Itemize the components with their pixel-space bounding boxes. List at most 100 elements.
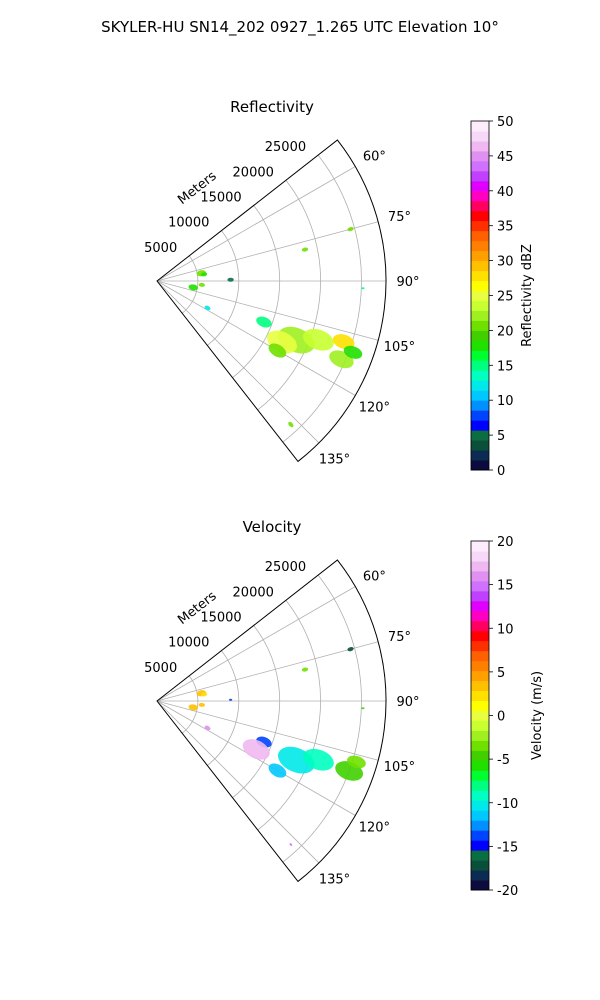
range-ring-15000 [232,625,281,798]
colorbar-segment [471,610,489,622]
azimuth-tick-label: 120° [359,401,390,416]
colorbar-segment [471,580,489,592]
radar-echo [302,748,334,771]
range-ring-20000 [257,180,321,411]
colorbar-segment [471,370,489,381]
colorbar-tick-label: 10 [497,394,514,409]
colorbar-tick-label: 25 [497,290,514,305]
colorbar-segment [471,320,489,331]
colorbar-segment [471,680,489,692]
colorbar-tick-label: -10 [497,797,518,812]
colorbar-segment [471,400,489,411]
azimuth-tick-label: 105° [384,760,415,775]
radar-echo [361,287,365,290]
colorbar-segment [471,430,489,441]
colorbar-segment [471,720,489,731]
radar-echo [188,284,199,291]
range-ring-5000 [181,675,199,734]
range-ring-20000 [257,600,321,831]
colorbar-segment [471,150,489,162]
colorbar-segment [471,740,489,751]
colorbar-segment [471,290,489,301]
colorbar-segment [471,450,489,461]
radar-echo [343,345,363,359]
colorbar-segment [471,750,489,761]
radar-echo [198,282,206,287]
azimuth-tick-label: 135° [319,452,350,467]
colorbar-segment [471,180,489,192]
colorbar-segment [471,880,489,891]
colorbar-segment [471,210,489,222]
colorbar-tick-label: 40 [497,185,514,200]
colorbar-segment [471,790,489,801]
range-tick-label: 20000 [233,585,274,600]
colorbar-segment [471,870,489,881]
colorbar-segment [471,170,489,182]
colorbar-segment [471,360,489,371]
azimuth-tick-label: 75° [388,210,411,225]
colorbar-tick-label: 10 [497,622,514,637]
colorbar-segment [471,420,489,431]
colorbar-segment [471,280,489,292]
colorbar-segment [471,570,489,582]
colorbar-tick-label: 20 [497,535,514,550]
range-ring-15000 [232,205,281,378]
colorbar-segment [471,460,489,471]
range-tick-label: 25000 [265,560,306,575]
colorbar-segment [471,220,489,232]
colorbar-tick-label: 5 [497,429,505,444]
colorbar-segment [471,380,489,391]
velocity-colorbar-label: Velocity (m/s) [530,671,545,760]
azimuth-tick-label: 90° [396,275,419,290]
azimuth-tick-label: 90° [396,695,419,710]
colorbar-tick-label: 30 [497,255,514,270]
azimuth-gridline-120 [156,280,356,396]
colorbar-tick-label: -20 [497,884,518,899]
range-tick-label: 10000 [168,216,209,231]
colorbar-tick-label: 45 [497,150,514,165]
radar-echo [268,763,287,778]
colorbar-segment [471,300,489,311]
range-ring-10000 [207,650,240,766]
colorbar-tick-label: 50 [497,115,514,130]
colorbar-tick-label: 15 [497,579,514,594]
range-ring-10000 [207,230,240,346]
colorbar-tick-label: 0 [497,710,505,725]
azimuth-gridline-135 [156,280,320,444]
reflectivity-sector: 5000 10000 15000 20000 25000 60° 75° 90° 105° 120… [144,139,420,467]
azimuth-tick-label: 135° [319,872,350,887]
reflectivity-panel: Reflectivity 5000 10000 15000 20000 25000 60°… [144,98,535,479]
range-ring-5000 [181,255,199,314]
radar-echo [242,739,270,760]
radar-echo [204,305,211,311]
colorbar-tick-label: 0 [497,464,505,479]
colorbar-segment [471,760,489,771]
colorbar-segment [471,390,489,401]
radar-echo [227,277,234,282]
azimuth-gridline-75 [156,221,379,282]
velocity-colorbar: -20 -15 -10 -5 0 5 10 15 20 [470,535,518,899]
colorbar-segment [471,260,489,272]
colorbar-segment [471,550,489,562]
radar-echo [301,667,309,672]
radar-echo [347,647,354,652]
azimuth-gridline-60 [156,586,356,702]
radar-echo [200,692,208,697]
radar-echo [268,343,287,358]
colorbar-segment [471,820,489,831]
colorbar-segment [471,250,489,262]
colorbar-tick-label: -15 [497,840,518,855]
azimuth-gridline-60 [156,166,356,282]
range-tick-label: 10000 [168,636,209,651]
colorbar-segment [471,560,489,572]
colorbar-tick-label: 5 [497,666,505,681]
colorbar-tick-label: 20 [497,324,514,339]
range-tick-label: 15000 [200,190,241,205]
colorbar-segment [471,690,489,702]
colorbar-segment [471,130,489,142]
colorbar-segment [471,630,489,642]
colorbar-segment [471,240,489,252]
colorbar-segment [471,160,489,172]
range-tick-label: 15000 [200,610,241,625]
